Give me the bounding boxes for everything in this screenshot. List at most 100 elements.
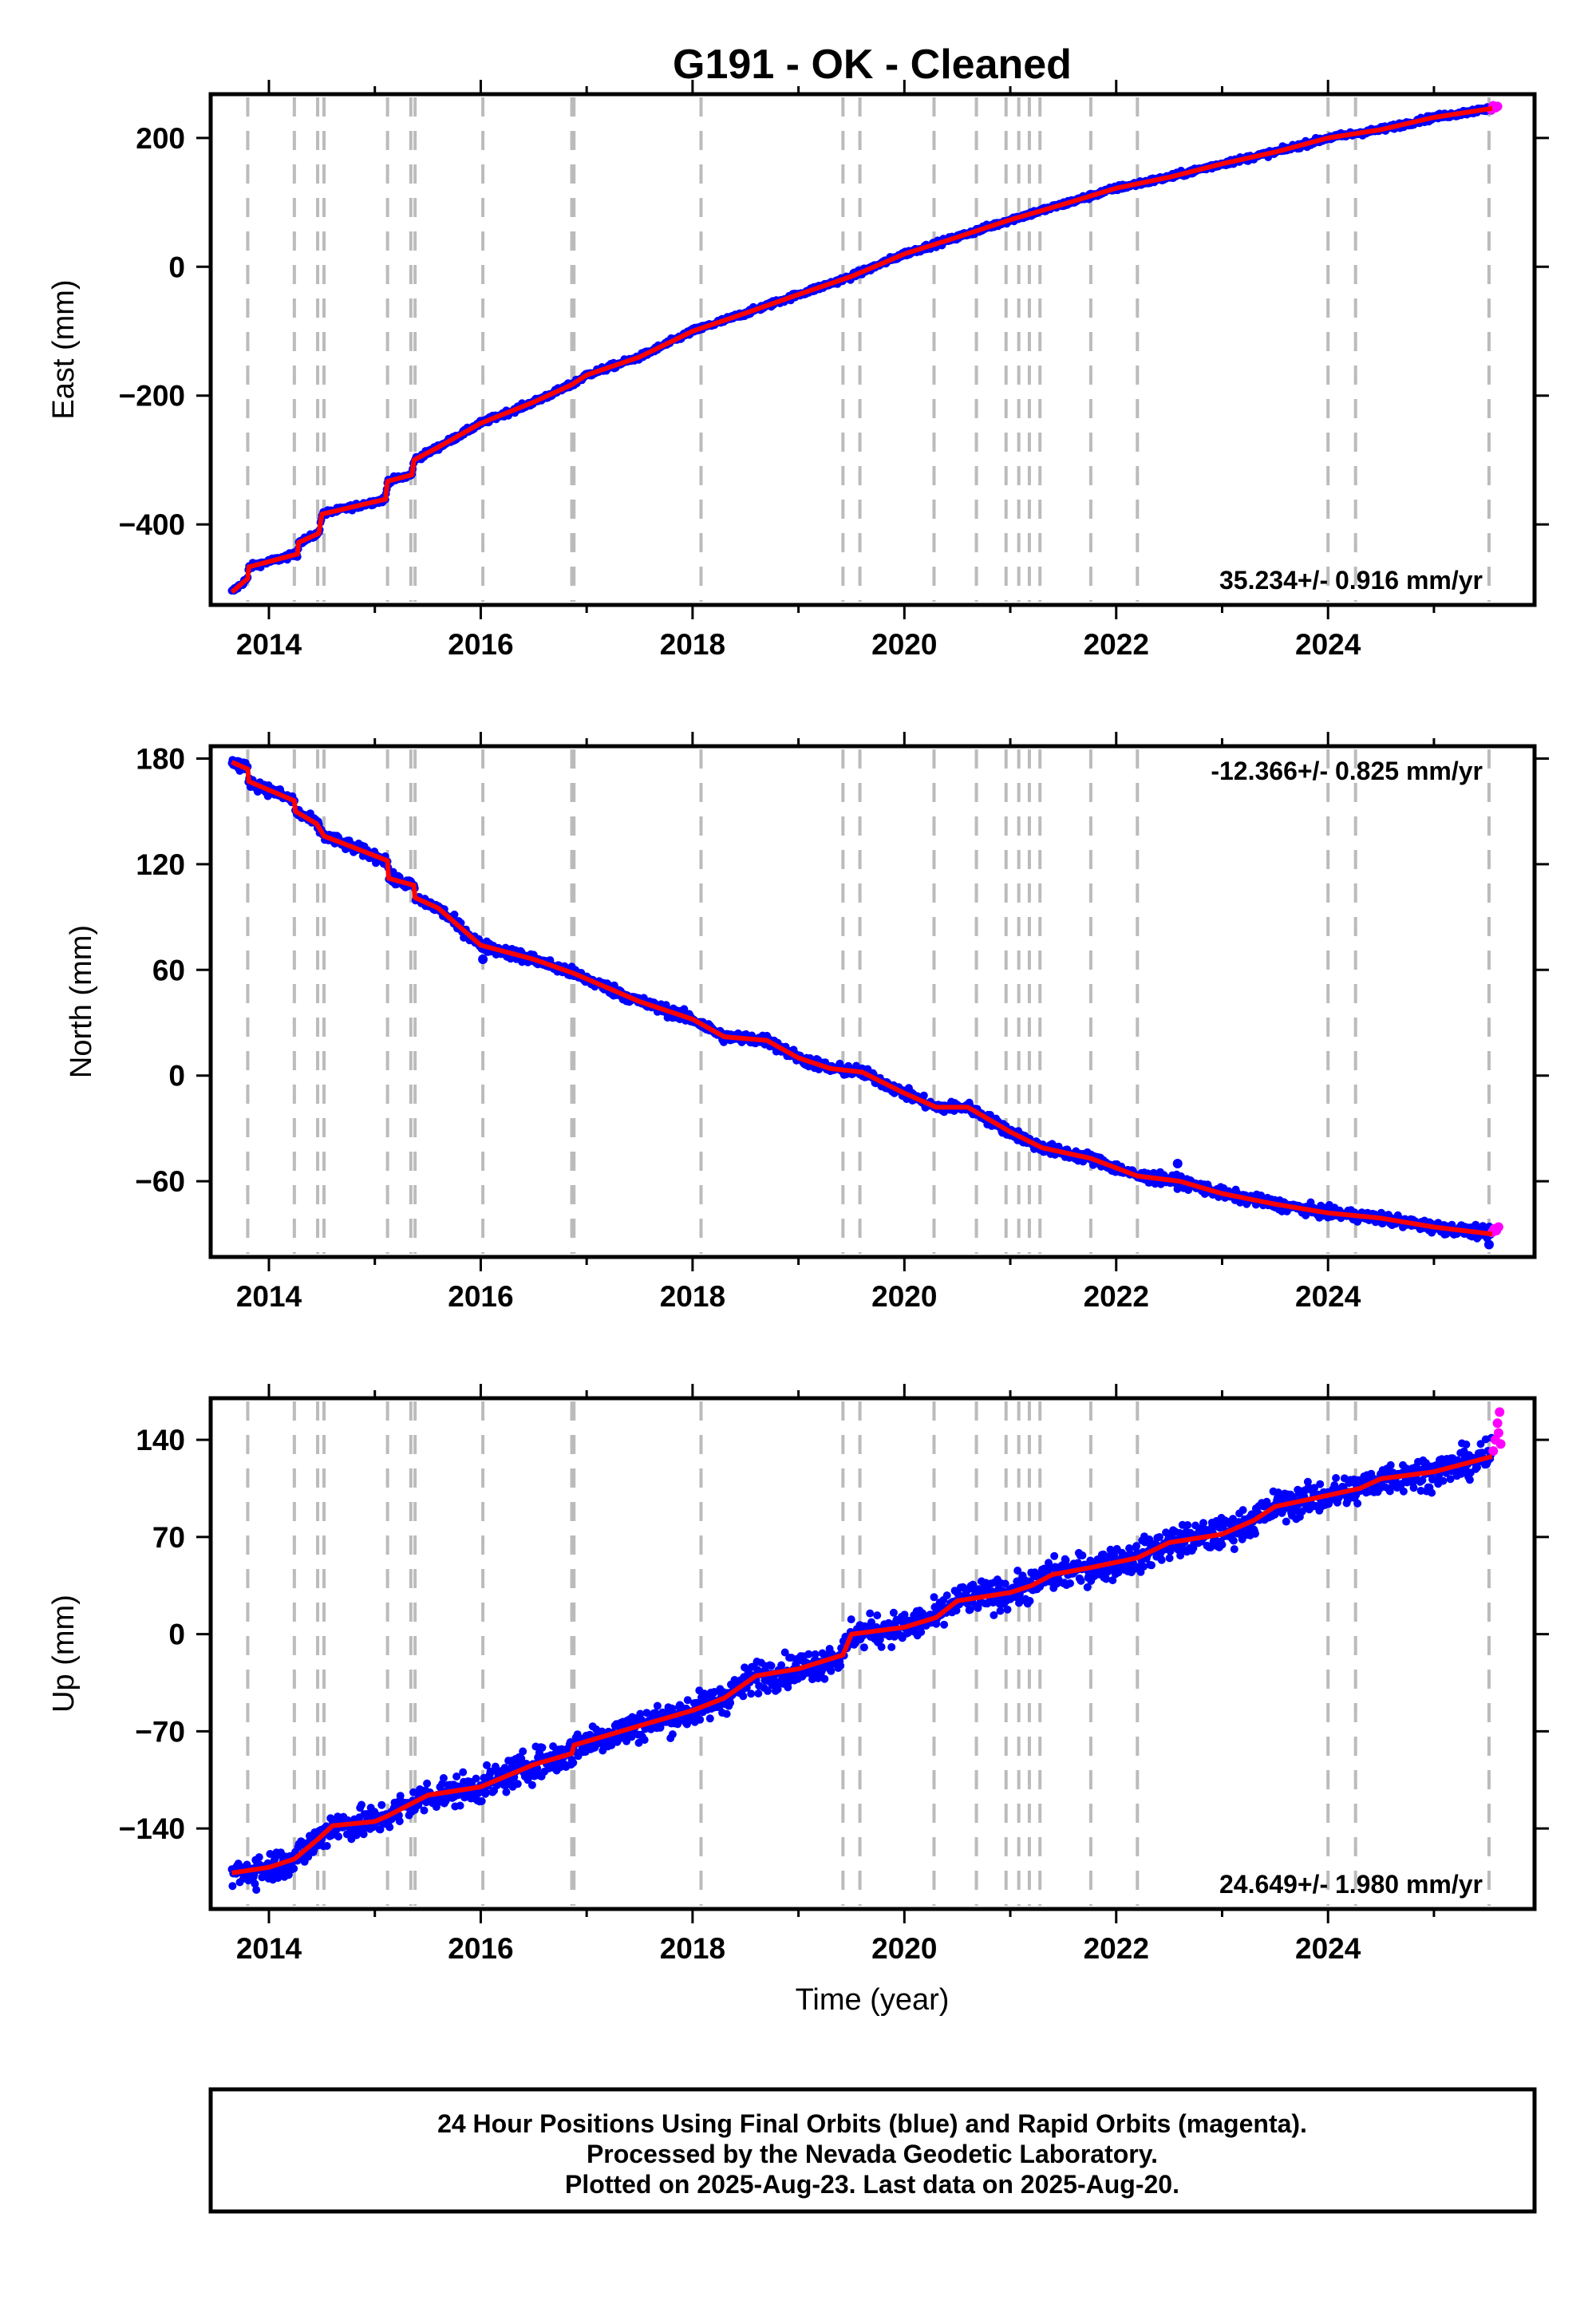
final-orbit-points bbox=[227, 756, 1495, 1243]
x-tick-label: 2020 bbox=[871, 1280, 937, 1313]
velocity-label: 35.234+/- 0.916 mm/yr bbox=[1219, 566, 1483, 595]
daily-position-point bbox=[996, 1607, 1005, 1615]
daily-position-point bbox=[952, 1607, 961, 1614]
daily-position-point bbox=[459, 1768, 468, 1777]
y-tick-label: −200 bbox=[119, 380, 185, 413]
x-tick-label: 2016 bbox=[448, 1280, 513, 1313]
daily-position-point bbox=[1066, 1579, 1074, 1587]
daily-position-point bbox=[1078, 1551, 1087, 1559]
daily-position-point bbox=[767, 1662, 776, 1670]
daily-position-point bbox=[940, 1620, 949, 1629]
daily-position-point bbox=[930, 1593, 938, 1602]
y-tick-label: 0 bbox=[168, 1060, 185, 1093]
x-tick-label: 2014 bbox=[236, 628, 302, 661]
daily-position-point bbox=[456, 1801, 464, 1810]
daily-position-point bbox=[483, 1761, 491, 1769]
model-fit-line bbox=[231, 760, 1493, 1237]
daily-position-point bbox=[290, 1864, 298, 1873]
daily-position-point bbox=[683, 1696, 692, 1705]
x-tick-label: 2016 bbox=[448, 628, 513, 661]
daily-position-point bbox=[889, 1608, 898, 1617]
daily-position-point bbox=[527, 1780, 536, 1789]
daily-position-point bbox=[1156, 1533, 1163, 1541]
daily-position-point bbox=[1013, 1567, 1022, 1575]
daily-position-point bbox=[251, 1879, 259, 1888]
daily-position-point bbox=[780, 1648, 789, 1657]
daily-position-point bbox=[1140, 1563, 1148, 1571]
daily-position-point bbox=[252, 1886, 261, 1894]
daily-position-point bbox=[1108, 1576, 1117, 1585]
x-tick-label: 2018 bbox=[660, 1280, 725, 1313]
daily-position-point bbox=[739, 1692, 748, 1701]
y-tick-label: 120 bbox=[136, 848, 185, 881]
daily-position-point bbox=[441, 1796, 450, 1805]
daily-position-point bbox=[1165, 1554, 1174, 1563]
plot-frame bbox=[208, 92, 1537, 607]
daily-position-point bbox=[452, 1773, 461, 1780]
daily-position-point bbox=[395, 1817, 404, 1825]
panel-2: 2014 2016 2018 2020 2022 2024180120600−60Nort… bbox=[65, 732, 1549, 1313]
y-tick-label: 60 bbox=[152, 954, 185, 986]
daily-position-point bbox=[820, 1674, 829, 1683]
daily-position-point bbox=[420, 1806, 429, 1815]
daily-position-point bbox=[705, 1714, 714, 1723]
panels: 2014 2016 2018 2020 2022 20242000−200−400East… bbox=[47, 80, 1549, 1965]
daily-position-point bbox=[726, 1698, 735, 1707]
daily-position-point bbox=[359, 1830, 368, 1839]
model-fit-line bbox=[230, 105, 1493, 595]
daily-position-point bbox=[517, 1754, 526, 1763]
daily-position-point bbox=[255, 1853, 263, 1862]
x-tick-label: 2020 bbox=[871, 628, 937, 661]
daily-position-point bbox=[334, 1832, 343, 1841]
daily-position-point bbox=[1061, 1555, 1070, 1564]
chart-title: G191 - OK - Cleaned bbox=[673, 41, 1072, 88]
daily-position-point bbox=[538, 1743, 547, 1752]
daily-position-point bbox=[472, 1774, 480, 1783]
daily-position-point bbox=[887, 1642, 896, 1651]
daily-position-point bbox=[754, 1690, 763, 1697]
x-tick-label: 2022 bbox=[1084, 628, 1149, 661]
daily-position-point bbox=[1003, 1605, 1012, 1614]
daily-position-point bbox=[377, 1800, 386, 1809]
y-tick-label: 200 bbox=[136, 122, 185, 155]
daily-position-point bbox=[747, 1690, 756, 1698]
daily-position-point bbox=[804, 1650, 813, 1658]
y-tick-label: −60 bbox=[135, 1165, 185, 1198]
daily-position-point bbox=[640, 1736, 649, 1745]
daily-position-point bbox=[502, 1788, 511, 1796]
daily-position-point bbox=[322, 1842, 331, 1850]
daily-position-point bbox=[811, 1650, 820, 1658]
daily-position-point bbox=[866, 1609, 875, 1618]
x-tick-label: 2014 bbox=[236, 1280, 302, 1313]
daily-position-point bbox=[1083, 1583, 1092, 1591]
daily-position-point bbox=[1102, 1575, 1111, 1583]
daily-position-point bbox=[1050, 1551, 1059, 1560]
daily-position-point bbox=[1148, 1561, 1156, 1570]
daily-position-point bbox=[228, 1882, 237, 1891]
y-tick-label: 0 bbox=[168, 251, 185, 283]
daily-position-point bbox=[271, 1854, 279, 1863]
daily-position-point bbox=[877, 1642, 886, 1651]
plot-frame bbox=[208, 744, 1537, 1259]
daily-position-point bbox=[450, 911, 459, 919]
daily-position-point bbox=[847, 1615, 855, 1624]
daily-position-point bbox=[482, 1788, 491, 1797]
daily-position-point bbox=[1001, 1579, 1009, 1588]
daily-position-point bbox=[859, 1643, 868, 1652]
daily-position-point bbox=[358, 1800, 365, 1809]
daily-position-point bbox=[439, 1774, 448, 1782]
daily-position-point bbox=[1025, 1597, 1034, 1605]
daily-position-point bbox=[777, 1661, 786, 1670]
daily-position-point bbox=[1145, 1535, 1154, 1543]
daily-position-point bbox=[1077, 1576, 1085, 1585]
daily-position-point bbox=[569, 1758, 578, 1767]
y-tick-label: 180 bbox=[136, 742, 185, 775]
daily-position-point bbox=[423, 1779, 432, 1788]
daily-position-point bbox=[827, 1666, 836, 1675]
x-tick-label: 2022 bbox=[1084, 1280, 1149, 1313]
daily-position-point bbox=[477, 1796, 486, 1805]
rapid-orbit-point bbox=[1492, 101, 1503, 112]
y-axis-label: North (mm) bbox=[65, 925, 98, 1078]
panel-1: 2014 2016 2018 2020 2022 20242000−200−400East… bbox=[47, 80, 1549, 661]
y-tick-label: −400 bbox=[119, 508, 185, 541]
